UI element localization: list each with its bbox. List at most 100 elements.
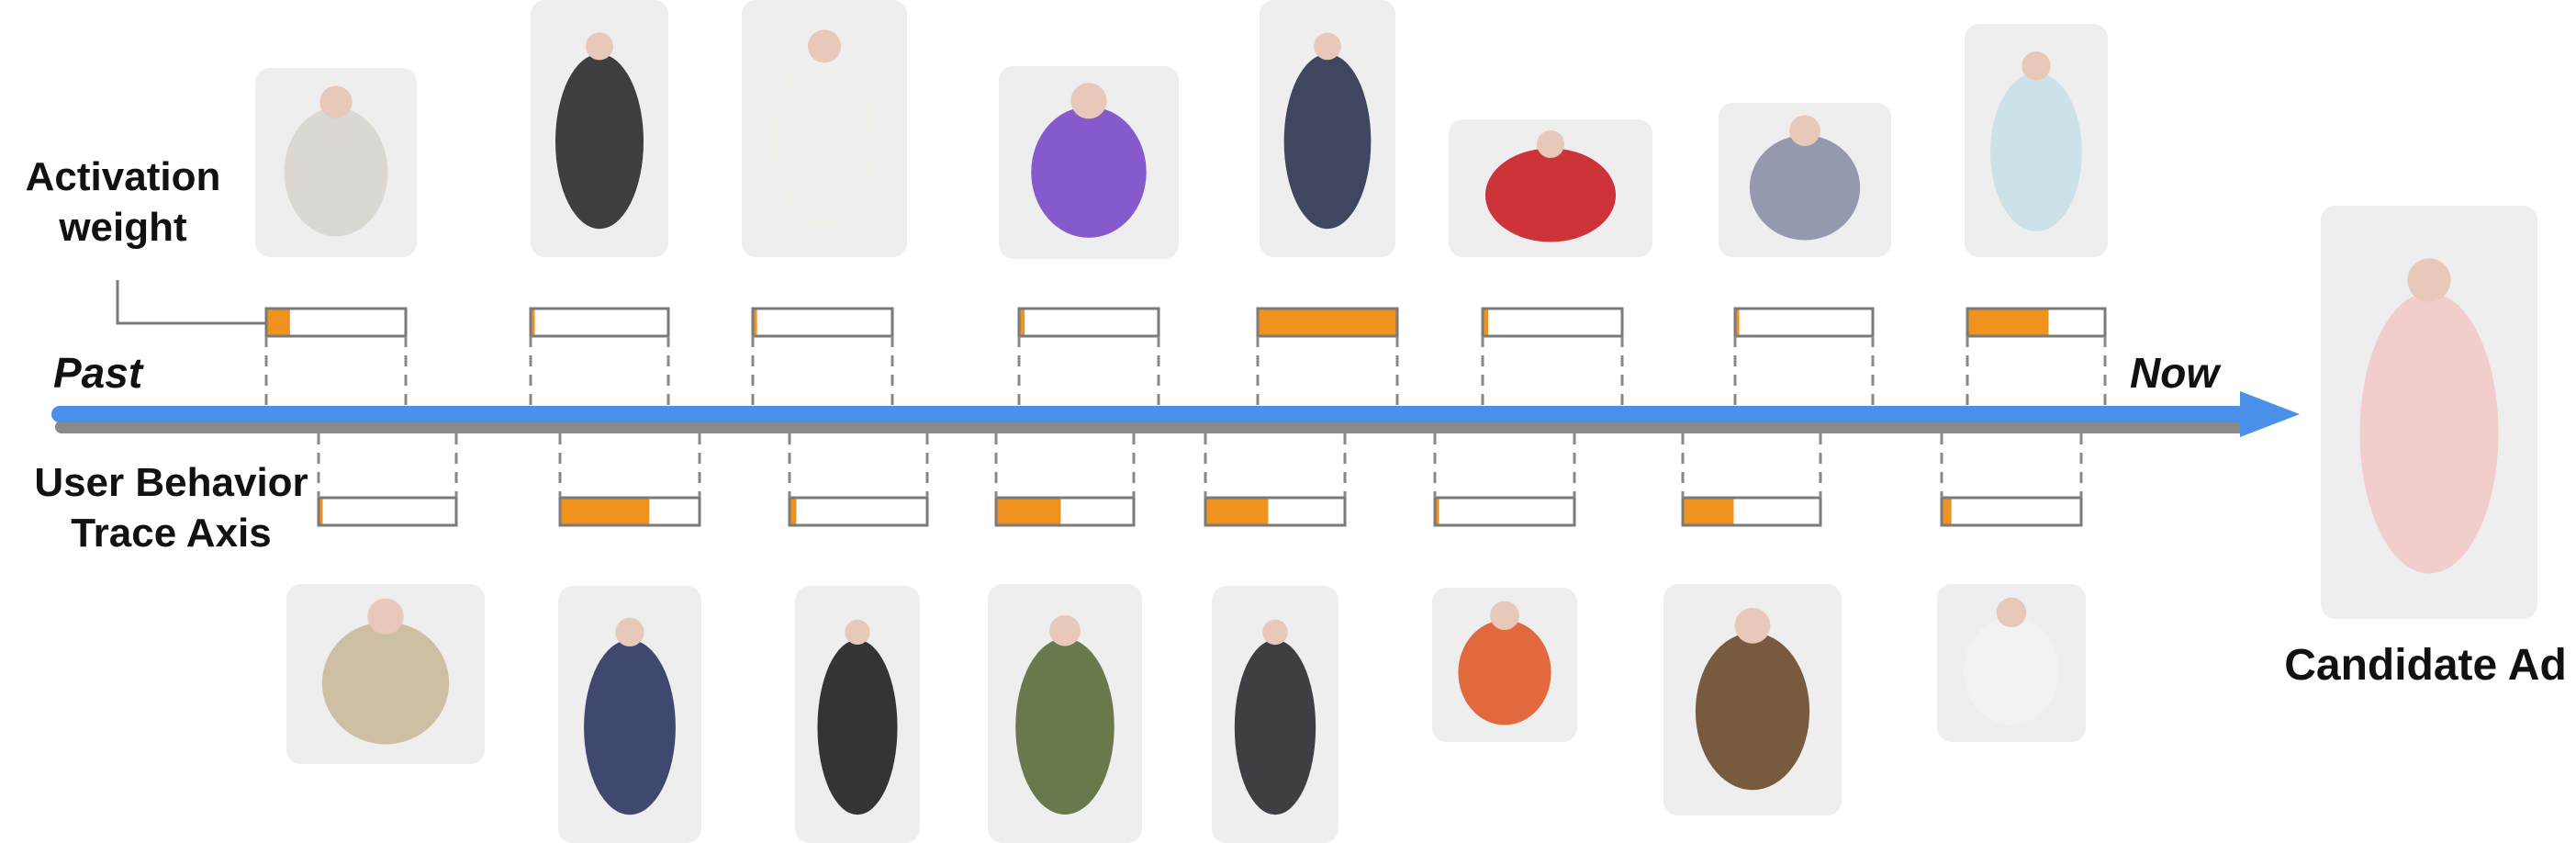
bottom-thumb-green-parka: [988, 584, 1142, 843]
pajamas-icon: [1990, 73, 2082, 232]
bottom-weight-bar-green-parka-fill: [997, 499, 1061, 524]
activation-label-connector: [116, 280, 266, 325]
top-weight-bar-red-bag-fill: [1484, 309, 1489, 335]
top-weight-bar-garment-steamer-track: [1017, 307, 1160, 338]
behavior-label-line2: Trace Axis: [71, 511, 272, 556]
behavior-axis-label: User Behavior Trace Axis: [13, 457, 330, 558]
bottom-thumb-sneaker: [286, 584, 485, 764]
behavior-label-line1: User Behavior: [34, 460, 308, 505]
trousers-icon: [555, 53, 644, 230]
top-thumb-gloves: [255, 68, 417, 257]
bottom-thumb-brown-jacket: [1663, 584, 1842, 815]
top-thumb-garment-steamer: [999, 66, 1179, 259]
shoe-icon: [321, 622, 450, 745]
top-thumb-white-shorts: [742, 0, 907, 257]
top-thumb-trousers: [531, 0, 668, 257]
coat-icon: [1283, 53, 1372, 230]
bottom-weight-bar-brown-jacket: [1681, 496, 1822, 527]
bottom-weight-bar-orange-handbag-fill: [1436, 499, 1439, 524]
bottom-thumb-orange-handbag: [1432, 588, 1577, 742]
top-weight-bar-down-coat: [1256, 307, 1399, 338]
bottom-weight-bar-puffer-jacket: [558, 496, 701, 527]
activation-weight-label: Activation weight: [13, 152, 233, 253]
parka-icon: [1015, 638, 1114, 815]
axis-shadow: [55, 421, 2249, 433]
bottom-weight-bar-white-mug: [1940, 496, 2083, 527]
top-thumb-hair-bows: [1719, 103, 1891, 257]
top-weight-bar-white-shorts-fill: [754, 309, 757, 335]
hairbow-icon: [1749, 135, 1861, 241]
bottom-thumb-white-mug: [1937, 584, 2086, 742]
top-thumb-kids-pajamas-head-icon: [2022, 51, 2051, 81]
bottom-thumb-black-dress-head-icon: [845, 619, 870, 646]
top-weight-bar-gloves-fill: [267, 309, 290, 335]
top-thumb-red-bag-head-icon: [1537, 130, 1564, 158]
top-weight-bar-white-shorts-track: [751, 307, 894, 338]
top-weight-bar-trousers: [529, 307, 670, 338]
now-label: Now: [2130, 349, 2220, 397]
mug-icon: [1964, 617, 2059, 725]
top-weight-bar-kids-pajamas-fill: [1968, 309, 2049, 335]
axis-arrowhead: [2240, 391, 2300, 437]
bottom-weight-bar-long-coat: [1204, 496, 1347, 527]
steamer-icon: [1031, 107, 1147, 238]
top-thumb-red-bag: [1449, 119, 1652, 257]
gloves-icon: [284, 107, 388, 237]
coat-icon: [1234, 639, 1316, 815]
bottom-thumb-brown-jacket-head-icon: [1734, 607, 1771, 644]
top-weight-bar-garment-steamer: [1017, 307, 1160, 338]
bottom-thumb-puffer-jacket: [558, 586, 701, 843]
coat-icon: [2359, 292, 2499, 574]
top-thumb-down-coat-head-icon: [1314, 32, 1341, 61]
bottom-weight-bar-brown-jacket-fill: [1684, 499, 1734, 524]
top-thumb-white-shorts-head-icon: [808, 29, 841, 63]
bottom-weight-bar-sneaker: [317, 496, 458, 527]
activation-label-line1: Activation: [25, 154, 221, 199]
bottom-thumb-long-coat: [1212, 586, 1338, 843]
top-thumb-down-coat: [1260, 0, 1395, 257]
past-label: Past: [53, 349, 143, 397]
bottom-weight-bar-long-coat-fill: [1206, 499, 1269, 524]
bottom-thumb-green-parka-head-icon: [1049, 614, 1081, 646]
bottom-weight-bar-green-parka: [994, 496, 1136, 527]
bottom-weight-bar-orange-handbag: [1433, 496, 1576, 527]
bottom-thumb-sneaker-head-icon: [367, 598, 404, 635]
candidate-thumb-pink-fur-coat-head-icon: [2407, 258, 2451, 302]
top-thumb-trousers-head-icon: [586, 32, 613, 61]
top-thumb-gloves-head-icon: [319, 85, 353, 118]
bottom-thumb-white-mug-head-icon: [1996, 597, 2027, 628]
dress-icon: [817, 639, 898, 815]
handbag-icon: [1484, 148, 1617, 242]
handbag-icon: [1458, 620, 1551, 725]
bottom-weight-bar-black-dress-fill: [790, 499, 797, 524]
activation-label-line2: weight: [59, 205, 187, 250]
bottom-thumb-puffer-jacket-head-icon: [615, 617, 644, 647]
top-weight-bar-red-bag-track: [1481, 307, 1624, 338]
bottom-thumb-black-dress: [795, 586, 920, 843]
top-weight-bar-kids-pajamas: [1966, 307, 2107, 338]
top-thumb-garment-steamer-head-icon: [1070, 83, 1107, 119]
top-weight-bar-gloves: [264, 307, 408, 338]
bottom-weight-bar-black-dress: [788, 496, 929, 527]
bottom-weight-bar-sneaker-track: [317, 496, 458, 527]
top-weight-bar-hair-bows-track: [1733, 307, 1875, 338]
timeline-axis: [51, 406, 2246, 422]
top-thumb-kids-pajamas: [1965, 24, 2108, 257]
shorts-icon: [771, 53, 878, 230]
top-thumb-hair-bows-head-icon: [1789, 115, 1820, 147]
top-weight-bar-down-coat-fill: [1259, 309, 1396, 335]
bottom-weight-bar-sneaker-fill: [319, 499, 323, 524]
top-weight-bar-hair-bows: [1733, 307, 1875, 338]
bottom-weight-bar-puffer-jacket-fill: [561, 499, 650, 524]
top-weight-bar-red-bag: [1481, 307, 1624, 338]
candidate-ad-label: Candidate Ad: [2284, 641, 2567, 690]
bottom-weight-bar-white-mug-track: [1940, 496, 2083, 527]
jacket-icon: [1695, 632, 1810, 791]
bottom-thumb-orange-handbag-head-icon: [1490, 601, 1519, 631]
bottom-weight-bar-black-dress-track: [788, 496, 929, 527]
bottom-thumb-long-coat-head-icon: [1262, 619, 1288, 646]
candidate-thumb-pink-fur-coat: [2321, 206, 2537, 619]
top-weight-bar-white-shorts: [751, 307, 894, 338]
